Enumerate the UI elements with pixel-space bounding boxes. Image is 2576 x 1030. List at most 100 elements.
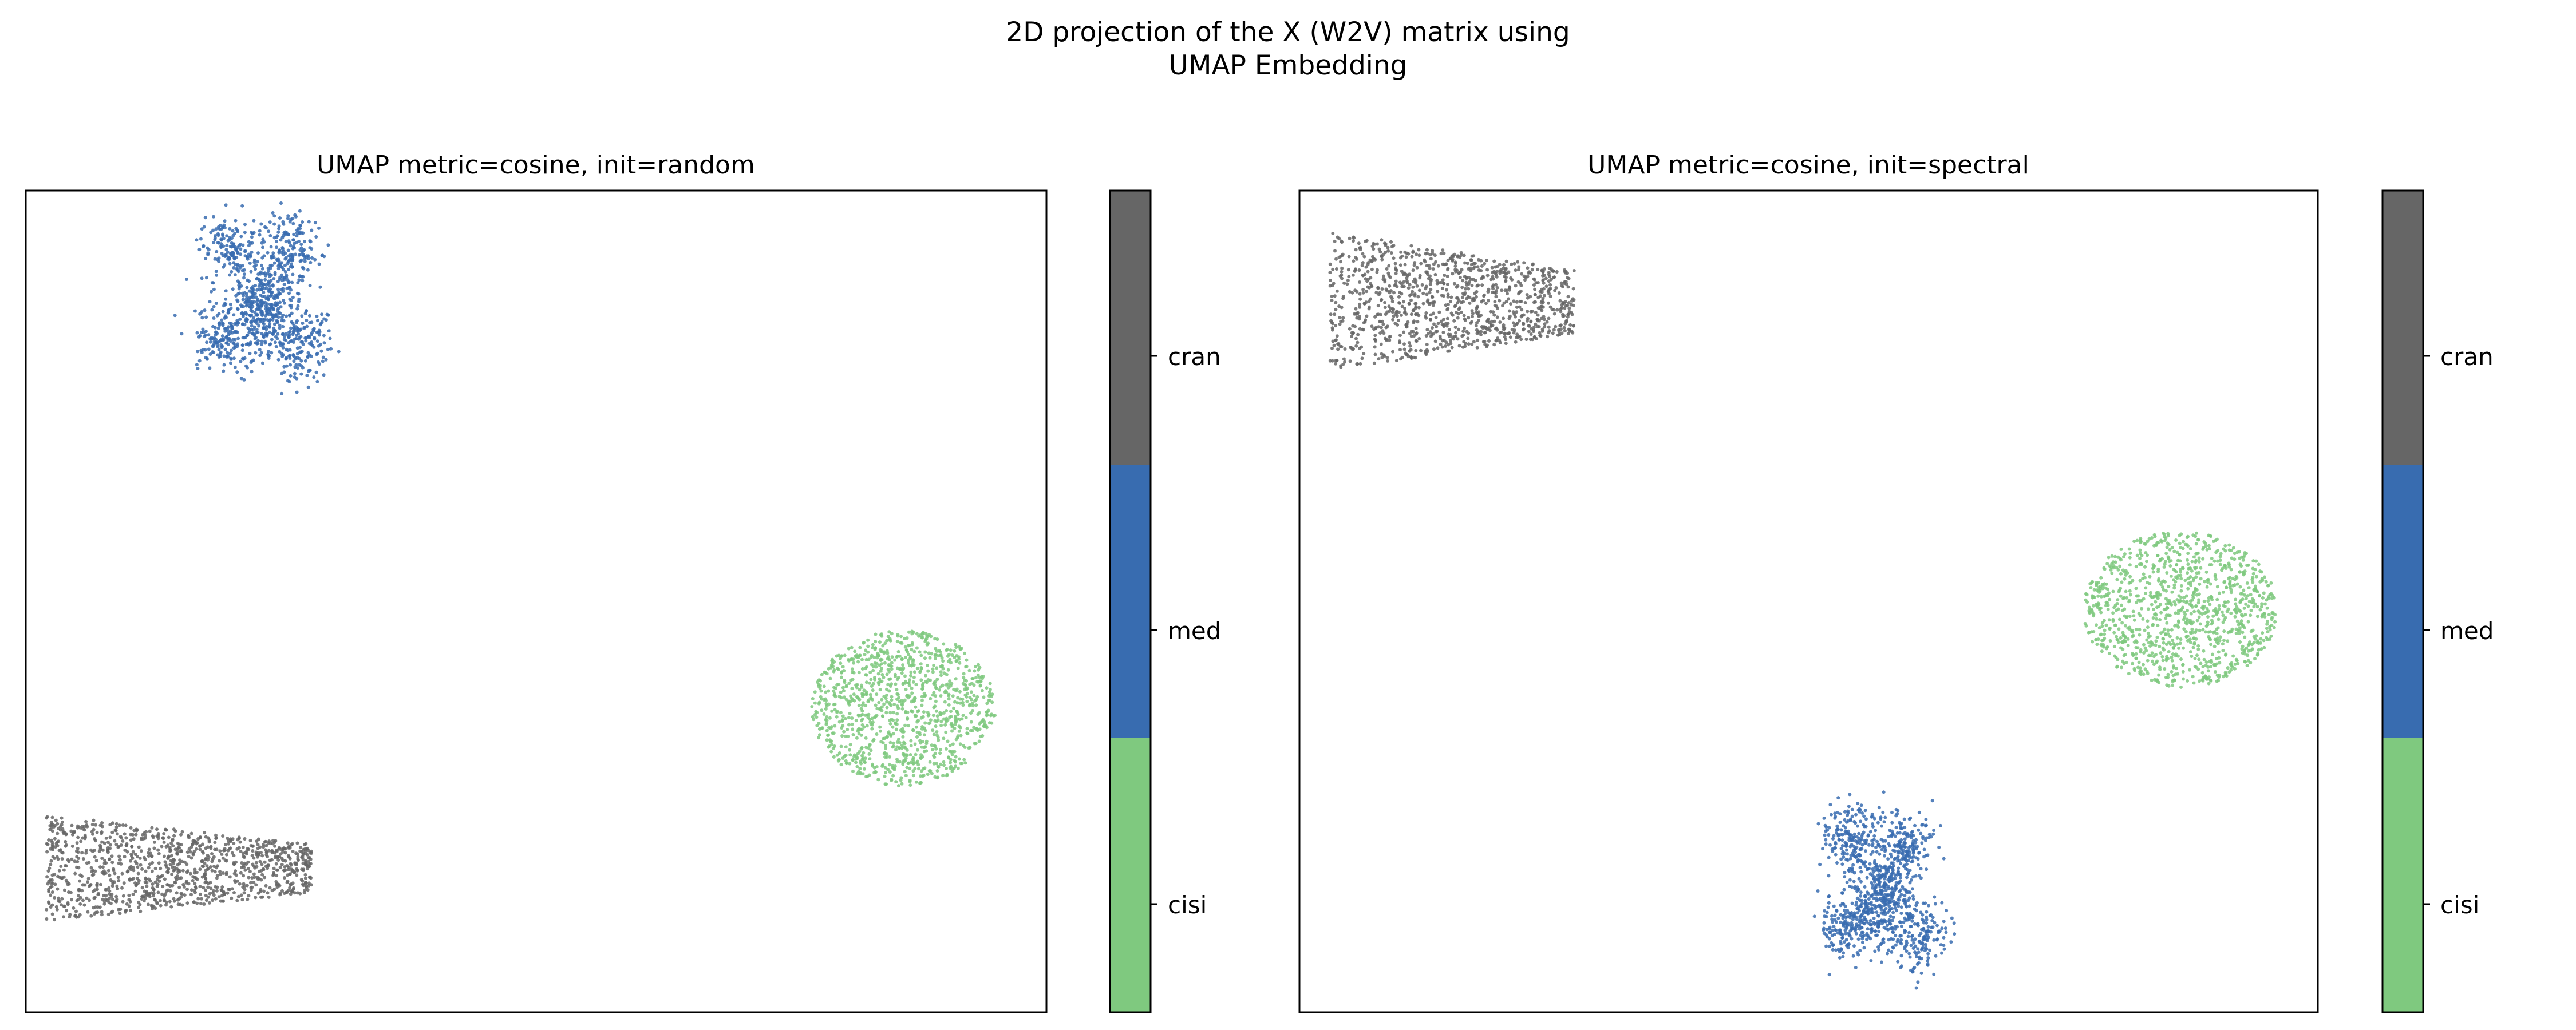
scatter-point-cran [1453, 303, 1457, 307]
scatter-point-cran [232, 842, 236, 845]
scatter-point-cisi [2204, 545, 2208, 548]
scatter-point-cisi [832, 744, 836, 748]
scatter-point-cran [1486, 290, 1490, 294]
scatter-point-med [231, 331, 235, 335]
scatter-point-cran [50, 829, 54, 833]
scatter-point-cisi [903, 742, 907, 746]
scatter-point-cran [1453, 264, 1457, 268]
scatter-point-med [274, 301, 278, 305]
scatter-point-med [230, 241, 234, 245]
scatter-point-cran [60, 897, 64, 901]
scatter-point-cisi [943, 723, 947, 727]
scatter-point-cran [1491, 283, 1495, 287]
colorbar-random: cisi med cran [1109, 189, 1221, 1013]
scatter-point-cisi [930, 652, 934, 656]
scatter-point-cran [1376, 286, 1380, 290]
scatter-point-med [264, 314, 268, 318]
scatter-point-med [270, 254, 274, 258]
axes-frame [25, 189, 1048, 1013]
scatter-point-cisi [880, 714, 884, 718]
scatter-point-cran [1390, 245, 1394, 249]
scatter-point-cran [1340, 276, 1344, 280]
scatter-point-cisi [934, 683, 937, 687]
scatter-point-med [206, 252, 210, 256]
scatter-point-cran [1535, 318, 1539, 322]
scatter-point-cisi [945, 690, 949, 694]
scatter-point-cisi [872, 656, 876, 659]
scatter-point-med [204, 315, 208, 319]
scatter-point-med [210, 337, 214, 341]
scatter-point-cran [112, 867, 116, 871]
scatter-point-cisi [2134, 628, 2138, 632]
scatter-point-cran [286, 841, 290, 845]
scatter-point-cran [197, 844, 202, 848]
scatter-point-cisi [934, 724, 938, 728]
scatter-point-med [289, 339, 293, 343]
scatter-point-cran [204, 858, 208, 862]
scatter-point-cisi [894, 727, 898, 731]
scatter-point-med [254, 267, 257, 271]
scatter-point-cran [209, 845, 213, 849]
scatter-point-cran [60, 876, 64, 880]
scatter-point-cran [1328, 262, 1332, 266]
scatter-point-cran [223, 858, 227, 862]
scatter-point-cisi [854, 760, 858, 764]
scatter-point-cisi [957, 644, 961, 648]
scatter-point-cran [204, 877, 208, 881]
scatter-point-med [217, 259, 221, 263]
scatter-point-cisi [2095, 623, 2098, 627]
scatter-point-cran [213, 870, 217, 874]
scatter-point-cran [1388, 338, 1392, 342]
scatter-point-cisi [827, 667, 831, 671]
scatter-point-cran [1468, 301, 1472, 305]
scatter-point-cran [1515, 300, 1519, 304]
scatter-point-cisi [887, 670, 891, 674]
scatter-point-cran [1361, 261, 1365, 265]
scatter-point-med [235, 267, 239, 271]
scatter-point-med [230, 251, 234, 255]
scatter-point-cisi [924, 637, 928, 641]
scatter-point-cisi [911, 698, 915, 702]
scatter-point-cisi [839, 661, 843, 665]
scatter-point-cran [242, 882, 246, 886]
scatter-point-cisi [982, 695, 986, 699]
scatter-point-cisi [953, 750, 957, 754]
scatter-point-cisi [845, 761, 849, 765]
scatter-point-cran [227, 839, 231, 843]
scatter-point-cran [1360, 345, 1364, 349]
scatter-point-cisi [891, 764, 895, 768]
scatter-point-cran [86, 880, 89, 884]
scatter-point-cran [1335, 267, 1338, 271]
scatter-point-cran [1394, 359, 1398, 363]
scatter-point-cran [163, 860, 167, 864]
scatter-point-cisi [843, 653, 847, 657]
scatter-point-cran [235, 847, 239, 851]
scatter-point-cran [1514, 340, 1518, 344]
scatter-point-med [252, 219, 256, 223]
scatter-point-cran [1349, 346, 1353, 350]
scatter-point-cran [1381, 329, 1385, 333]
scatter-point-cisi [2250, 577, 2254, 581]
scatter-point-cran [1415, 284, 1419, 288]
scatter-point-cran [104, 897, 108, 901]
scatter-point-cisi [2126, 644, 2130, 647]
scatter-point-cisi [2146, 607, 2150, 611]
scatter-point-cran [77, 857, 81, 860]
scatter-point-cisi [967, 668, 971, 672]
scatter-point-cisi [858, 767, 862, 771]
scatter-point-cisi [851, 769, 855, 773]
scatter-point-cran [1536, 295, 1540, 299]
scatter-point-med [314, 235, 318, 239]
scatter-point-cisi [858, 688, 862, 692]
scatter-point-med [319, 349, 323, 353]
scatter-point-cisi [887, 655, 891, 659]
scatter-point-cisi [2183, 612, 2187, 616]
scatter-point-cisi [918, 650, 922, 654]
scatter-point-cran [1410, 255, 1414, 259]
scatter-point-cisi [882, 675, 886, 679]
scatter-point-cisi [850, 716, 854, 720]
scatter-point-cisi [822, 684, 826, 688]
scatter-point-med [228, 351, 232, 355]
scatter-point-cran [45, 815, 49, 819]
scatter-point-cran [237, 835, 241, 839]
